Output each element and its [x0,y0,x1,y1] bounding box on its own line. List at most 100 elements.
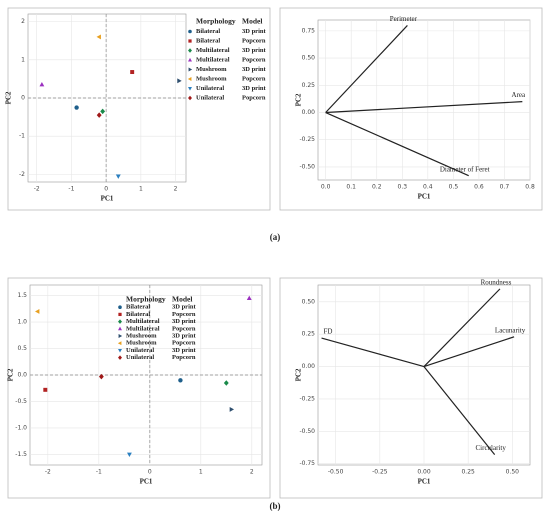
legend-marker [118,319,122,324]
legend-label: Bilateral [126,304,150,311]
legend-marker [188,48,192,53]
y-axis-label: PC2 [295,368,303,381]
vector-label: Perimeter [390,15,418,23]
y-tick-label: -0.50 [299,163,315,170]
loading-vector [325,101,523,114]
x-tick-label: 0.3 [398,184,408,191]
y-tick-label: 0.50 [302,298,316,305]
legend-label: Multilateral [196,47,230,54]
loading-vector [423,288,501,368]
x-tick-label: 0.0 [321,184,331,191]
legend-label: Mushroom [196,75,227,82]
legend-marker [188,87,192,91]
y-tick-label: -0.50 [299,428,315,435]
legend-marker [118,355,122,360]
legend-label: Unilateral [126,347,154,354]
marker [229,406,235,412]
x-tick-label: 0.25 [461,469,475,476]
legend-label: Popcorn [172,325,196,332]
marker [177,78,182,84]
legend-label: Popcorn [242,75,266,82]
legend-label: Popcorn [172,340,196,347]
x-axis-label: PC1 [418,193,431,201]
x-tick-label: -2 [45,469,51,476]
y-tick-label: 0.0 [17,372,27,379]
legend-label: Mushroom [196,66,227,73]
legend-label: 3D print [172,318,196,325]
vector-label: Diameter of Feret [440,165,490,173]
vector-label: FD [324,328,333,336]
x-tick-label: -2 [34,186,40,193]
legend-marker [118,312,122,317]
legend-label: Popcorn [242,56,266,63]
legend-marker [118,334,123,338]
x-axis-label: PC1 [101,195,114,203]
legend-label: Mushroom [126,332,157,339]
legend-marker [118,305,122,310]
legend-marker [118,326,122,331]
x-tick-label: 1 [139,186,143,193]
marker [39,81,45,87]
y-axis-label: PC2 [7,368,15,381]
legend-label: Unilateral [196,85,224,92]
x-tick-label: 0.8 [525,184,535,191]
x-tick-label: 0.50 [506,469,520,476]
vector-label: Roundness [481,278,512,286]
x-tick-label: 0 [148,469,152,476]
y-tick-label: 0.75 [302,27,316,34]
y-axis-label: PC2 [5,91,13,104]
caption: (b) [270,501,281,511]
legend-marker [117,341,122,346]
marker [74,105,79,110]
plot-area [317,19,531,181]
x-tick-label: 0.4 [423,184,433,191]
marker [35,309,40,314]
legend-marker [188,67,193,72]
legend-label: Multilateral [126,325,160,332]
y-tick-label: -2 [19,171,25,178]
legend-label: Bilateral [126,311,150,318]
y-axis-label: PC2 [295,93,303,106]
legend-label: Popcorn [172,354,196,361]
legend-label: 3D print [242,28,266,35]
legend-label: Unilateral [196,94,224,101]
legend-label: Unilateral [126,354,154,361]
loading-vector [423,336,515,368]
y-tick-label: 0.25 [302,331,316,338]
y-tick-label: -0.25 [299,395,315,402]
marker [246,295,252,300]
y-tick-label: -1.5 [15,451,27,458]
loading-vector [325,25,408,113]
legend-label: Popcorn [172,311,196,318]
legend-label: Bilateral [196,28,220,35]
legend-title: Model [242,17,262,26]
y-tick-label: 0.5 [17,345,27,352]
y-tick-label: 1.0 [17,319,27,326]
x-tick-label: 0.00 [417,469,431,476]
panel-frame [279,277,543,499]
y-tick-label: -1 [19,133,25,140]
caption: (a) [270,232,281,242]
x-tick-label: -0.50 [328,469,344,476]
x-tick-label: 2 [174,186,178,193]
legend-label: 3D print [172,332,196,339]
x-tick-label: -1 [68,186,74,193]
vector-label: Circularity [476,444,507,452]
x-tick-label: 0 [104,186,108,193]
legend-label: Popcorn [242,37,266,44]
legend-marker [118,348,122,353]
legend-title: Morphology [126,295,166,304]
legend-label: Popcorn [242,94,266,101]
marker [223,380,229,386]
marker [130,70,135,75]
loading-vector [423,366,496,456]
y-tick-label: 0.50 [302,55,316,62]
legend-marker [188,57,192,62]
x-tick-label: 0.1 [346,184,356,191]
loading-vector [321,337,425,368]
y-tick-label: -0.75 [299,460,315,467]
x-axis-label: PC1 [140,478,153,486]
x-tick-label: -1 [96,469,102,476]
legend-label: Multilateral [196,56,230,63]
loading-vector [325,111,469,177]
